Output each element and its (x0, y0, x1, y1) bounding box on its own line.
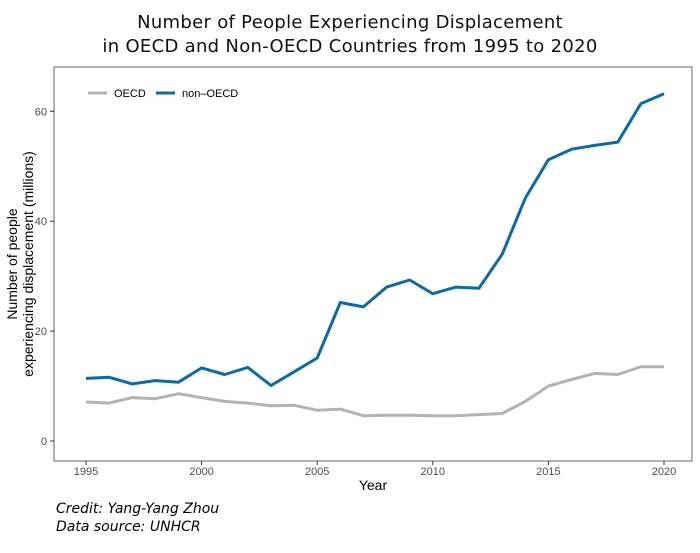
x-tick-label: 2015 (536, 466, 560, 478)
chart-title-line-2: in OECD and Non-OECD Countries from 1995… (102, 36, 598, 57)
credit-text: Credit: Yang-Yang Zhou (56, 501, 220, 517)
y-tick-label: 60 (35, 106, 47, 118)
series-line-non-oecd (85, 92, 665, 387)
x-axis-label: Year (359, 477, 388, 493)
series-line-oecd (85, 365, 664, 418)
legend-label-non-oecd: non–OECD (182, 88, 238, 100)
x-tick-label: 2020 (652, 466, 676, 478)
y-axis-label-line-2: experiencing displacement (millions) (20, 151, 36, 377)
y-tick-label: 0 (41, 436, 47, 448)
x-axis-ticks: 1995 2000 2005 2010 2015 2020 (74, 461, 676, 478)
line-chart: 0 20 40 60 1995 2000 2005 2010 2015 2020 OECD non… (4, 66, 693, 493)
x-tick-label: 1995 (74, 466, 98, 478)
x-tick-label: 2005 (305, 466, 329, 478)
plot-panel (53, 66, 693, 462)
y-axis-label-line-1: Number of people (4, 208, 20, 320)
y-tick-label: 20 (35, 326, 47, 338)
y-axis-ticks: 0 20 40 60 (35, 106, 54, 448)
x-tick-label: 2010 (421, 466, 445, 478)
x-tick-label: 2000 (189, 466, 213, 478)
series-lines (85, 92, 665, 418)
legend-label-oecd: OECD (114, 88, 146, 100)
data-source-text: Data source: UNHCR (56, 519, 201, 535)
legend: OECD non–OECD (88, 88, 238, 100)
y-tick-label: 40 (35, 216, 47, 228)
chart-title-line-1: Number of People Experiencing Displaceme… (137, 12, 563, 33)
